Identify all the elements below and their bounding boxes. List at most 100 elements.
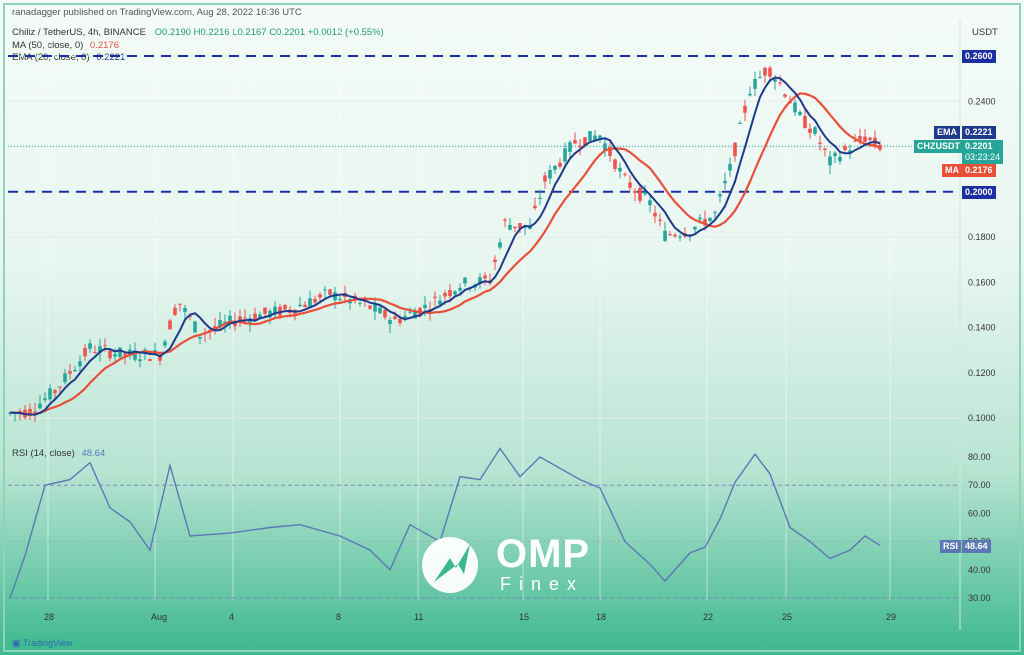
- candle-body: [853, 140, 857, 142]
- ema-legend[interactable]: EMA (20, close, 0) 0.2221: [12, 52, 125, 63]
- watermark-brand: OMP: [496, 532, 591, 576]
- candle-body: [523, 226, 527, 228]
- candle-body: [303, 304, 307, 308]
- candle-body: [448, 290, 452, 297]
- candle-body: [83, 347, 87, 357]
- candle-body: [148, 359, 152, 361]
- candle-body: [498, 242, 502, 248]
- candle-body: [258, 314, 262, 319]
- candle-body: [478, 277, 482, 285]
- candle-body: [33, 411, 37, 414]
- candle-body: [48, 388, 52, 400]
- candle-body: [863, 136, 867, 142]
- candle-body: [763, 67, 767, 76]
- candle-body: [623, 174, 627, 176]
- candle-body: [133, 350, 137, 360]
- candle-body: [323, 289, 327, 291]
- x-tick-label: 4: [229, 612, 234, 622]
- ema-axis-value: 0.2221: [962, 126, 996, 139]
- candle-body: [808, 128, 812, 133]
- candle-body: [68, 371, 72, 374]
- candle-body: [123, 353, 127, 356]
- candle-body: [103, 344, 107, 346]
- x-tick-label: 29: [886, 612, 896, 622]
- ma50-line: [9, 92, 881, 416]
- candle-body: [583, 137, 587, 146]
- candle-body: [93, 352, 97, 354]
- rsi-tick-label: 30.00: [968, 593, 991, 603]
- candle-body: [568, 142, 572, 152]
- candle-body: [378, 307, 382, 314]
- price-tick-label: 0.1400: [968, 323, 996, 333]
- candle-body: [73, 370, 77, 372]
- rsi-axis-value: 48.64: [962, 540, 991, 553]
- candle-body: [508, 224, 512, 230]
- candle-body: [388, 320, 392, 325]
- candle-body: [493, 259, 497, 263]
- x-tick-label: Aug: [151, 612, 167, 622]
- candle-body: [238, 316, 242, 320]
- ma-axis-tag: MA: [942, 164, 962, 177]
- rsi-legend[interactable]: RSI (14, close) 48.64: [12, 448, 105, 459]
- candle-body: [253, 313, 257, 321]
- candle-body: [818, 142, 822, 144]
- rsi-tick-label: 70.00: [968, 480, 991, 490]
- candle-body: [168, 320, 172, 330]
- rsi-legend-label: RSI (14, close): [12, 448, 75, 459]
- candle-body: [158, 354, 162, 361]
- candle-body: [228, 315, 232, 322]
- last-price: 0.2201: [965, 141, 993, 151]
- candle-body: [803, 115, 807, 129]
- candle-body: [408, 311, 412, 313]
- rsi-tick-label: 60.00: [968, 508, 991, 518]
- candle-body: [608, 147, 612, 156]
- candle-body: [558, 162, 562, 167]
- candle-body: [783, 94, 787, 97]
- candle-body: [308, 298, 312, 307]
- candle-body: [658, 219, 662, 221]
- price-tick-label: 0.1600: [968, 277, 996, 287]
- candle-body: [833, 152, 837, 157]
- candle-body: [183, 307, 187, 312]
- candle-body: [768, 67, 772, 77]
- x-tick-label: 8: [336, 612, 341, 622]
- pair-axis-tag: CHZUSDT: [914, 140, 963, 153]
- candle-body: [118, 347, 122, 357]
- ohlc-values: O0.2190 H0.2216 L0.2167 C0.2201 +0.0012 …: [154, 27, 384, 38]
- candle-body: [318, 294, 322, 298]
- candle-body: [363, 301, 367, 303]
- rsi-tick-label: 40.00: [968, 565, 991, 575]
- candle-body: [533, 205, 537, 209]
- x-tick-label: 22: [703, 612, 713, 622]
- candle-body: [213, 326, 217, 329]
- candle-body: [138, 359, 142, 362]
- candle-body: [403, 315, 407, 320]
- candle-body: [188, 315, 192, 317]
- candle-body: [713, 212, 717, 214]
- candle-body: [233, 321, 237, 327]
- candle-body: [673, 234, 677, 237]
- candle-body: [813, 127, 817, 134]
- candle-body: [423, 304, 427, 309]
- candle-body: [438, 300, 442, 305]
- rsi-line: [9, 447, 881, 599]
- tradingview-footer[interactable]: ▣ TradingView: [12, 638, 73, 648]
- candle-body: [618, 167, 622, 172]
- candle-body: [798, 112, 802, 115]
- rsi-legend-value: 48.64: [81, 448, 106, 459]
- candle-body: [758, 76, 762, 78]
- candle-body: [828, 156, 832, 166]
- candle-body: [588, 131, 592, 141]
- candle-body: [268, 310, 272, 318]
- candle-body: [573, 140, 577, 144]
- x-tick-label: 25: [782, 612, 792, 622]
- watermark-icon: [422, 537, 478, 593]
- resistance-level-tag: 0.2600: [962, 50, 996, 63]
- candle-body: [178, 303, 182, 305]
- candle-body: [648, 200, 652, 206]
- candle-body: [383, 310, 387, 318]
- bar-countdown: 03:23:24: [965, 152, 1001, 162]
- candle-body: [738, 122, 742, 124]
- omp-finex-watermark: OMP Finex: [420, 530, 620, 600]
